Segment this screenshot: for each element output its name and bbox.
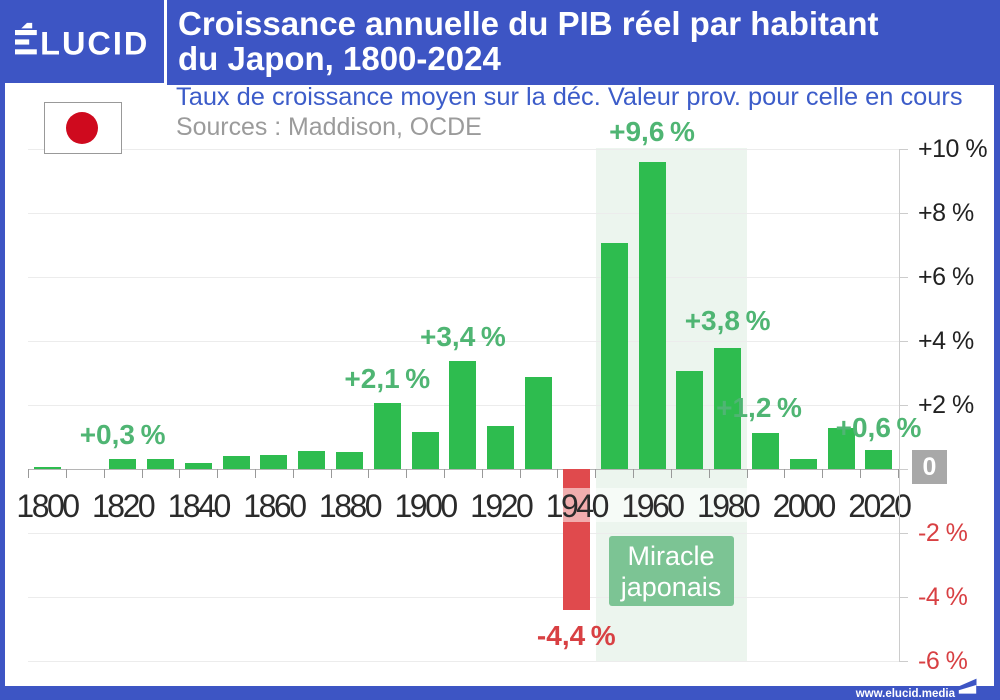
- svg-text:LUCID: LUCID: [40, 25, 149, 61]
